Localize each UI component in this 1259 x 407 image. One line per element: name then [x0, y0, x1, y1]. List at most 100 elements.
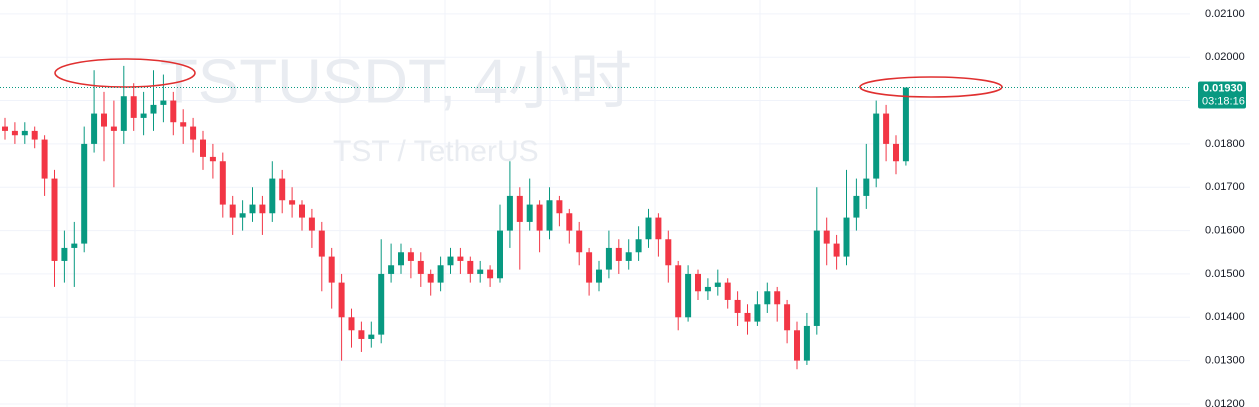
candle-body [823, 230, 830, 244]
candle-body [91, 113, 98, 144]
candle-body [160, 100, 167, 105]
candle-body [645, 217, 652, 240]
candle-body [170, 100, 177, 123]
y-tick-label: 0.01300 [1205, 355, 1245, 367]
y-tick-label: 0.01800 [1205, 138, 1245, 150]
candle-body [774, 291, 781, 305]
candle-body [61, 247, 68, 261]
candle-body [863, 178, 870, 196]
candle-body [883, 113, 890, 144]
candle-body [358, 330, 365, 339]
candle-body [279, 178, 286, 201]
candle-body [130, 96, 137, 118]
candle-body [744, 312, 751, 322]
candle-body [51, 178, 58, 261]
candle-body [447, 256, 454, 266]
candle-body [328, 256, 335, 283]
candle-body [368, 334, 375, 339]
candle-body [209, 156, 216, 162]
candle-body [724, 282, 731, 300]
candle-body [803, 325, 810, 361]
candle-body [526, 204, 533, 222]
last-price-box [1198, 81, 1246, 109]
candle-body [81, 143, 88, 244]
candle-body [695, 273, 701, 292]
candle-body [556, 200, 563, 214]
candle-body [21, 130, 28, 136]
candle-body [576, 230, 583, 253]
candle-body [665, 239, 672, 266]
candle-body [219, 161, 226, 205]
candle-body [299, 204, 305, 218]
candle-body [229, 204, 236, 218]
candle-body [437, 265, 444, 283]
y-tick-label: 0.02100 [1205, 8, 1245, 20]
candle-body [853, 195, 860, 218]
candle-body [2, 126, 8, 131]
highlight-ellipse [859, 76, 1003, 98]
candle-body [398, 252, 404, 266]
candle-body [308, 217, 315, 231]
candle-body [497, 230, 503, 279]
y-tick-label: 0.01600 [1205, 224, 1245, 236]
candle-body [407, 252, 414, 261]
candle-body [893, 143, 899, 162]
candle-body [259, 204, 266, 214]
candle-body [31, 130, 38, 140]
candle-body [378, 273, 385, 335]
candle-body [902, 87, 909, 162]
candle-body [586, 252, 593, 283]
price-grid [0, 13, 1190, 405]
candle-body [704, 286, 711, 292]
candle-body [388, 265, 395, 274]
candle-body [120, 96, 127, 131]
candle-body [71, 243, 78, 248]
candle-body [11, 130, 18, 136]
watermark-title: TSTUSDT, 4小时 [160, 47, 632, 116]
price-axis: 0.01200 0.01300 0.01400 0.01500 0.01600 0.017… [1205, 8, 1245, 407]
candle-body [101, 113, 107, 127]
candle-body [200, 139, 206, 157]
candle-body [477, 269, 484, 274]
candle-body [833, 243, 840, 257]
candle-body [516, 195, 523, 222]
candle-body [685, 273, 692, 318]
y-tick-label: 0.01700 [1205, 181, 1245, 193]
candle-body [873, 113, 880, 179]
candle-body [536, 204, 543, 231]
candle-body [190, 126, 197, 140]
candle-body [140, 113, 147, 118]
candle-body [655, 217, 662, 240]
candle-body [239, 213, 246, 218]
candle-body [249, 204, 256, 214]
candle-body [764, 291, 771, 305]
candle-body [794, 330, 800, 361]
candle-body [675, 265, 682, 318]
candle-body [180, 122, 187, 127]
candle-body [566, 213, 573, 231]
candle-body [714, 282, 721, 287]
candle-body [269, 178, 276, 214]
countdown: 03:18:16 [1202, 95, 1245, 107]
candle-body [734, 299, 741, 313]
candle-body [754, 304, 761, 322]
candle-body [417, 260, 424, 274]
y-tick-label: 0.01200 [1205, 398, 1245, 407]
candle-body [635, 239, 642, 253]
candle-body [467, 260, 474, 274]
candle-body [615, 247, 622, 261]
candle-body [318, 230, 325, 257]
candle-body [338, 282, 345, 318]
candle-body [784, 304, 791, 331]
candle-body [625, 252, 632, 261]
watermark-subtitle: TST / TetherUS [333, 135, 539, 168]
candle-body [843, 217, 850, 257]
candle-body [546, 200, 553, 231]
y-tick-label: 0.02000 [1205, 51, 1245, 63]
y-tick-label: 0.01400 [1205, 311, 1245, 323]
candle-body [487, 269, 494, 279]
candle-body [506, 195, 513, 231]
candle-body [289, 200, 296, 205]
candles [2, 65, 909, 370]
